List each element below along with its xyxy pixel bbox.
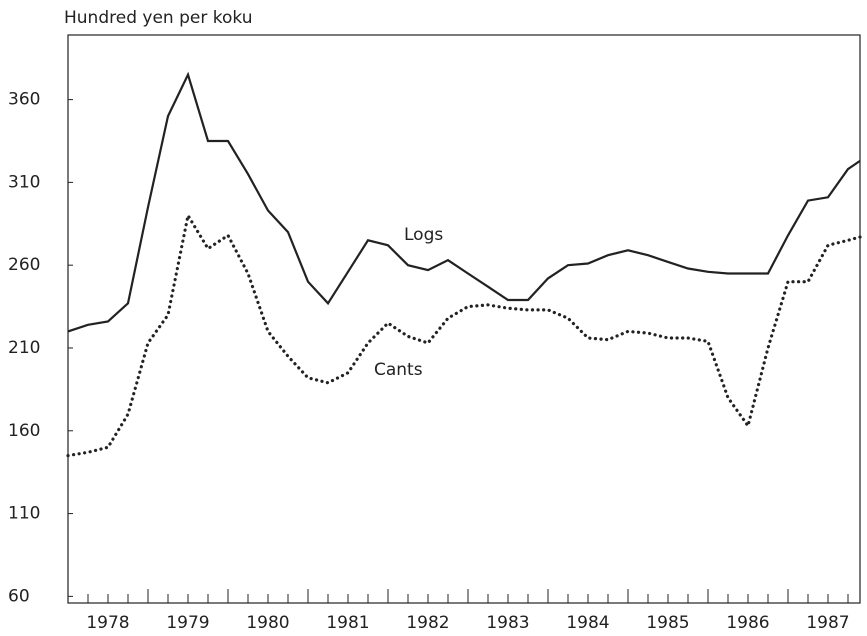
y-tick-label: 260 (8, 255, 40, 275)
x-tick-label: 1983 (486, 613, 529, 633)
x-tick-label: 1986 (726, 613, 769, 633)
x-tick-label: 1981 (326, 613, 369, 633)
y-tick-label: 310 (8, 172, 40, 192)
x-tick-label: 1987 (806, 613, 849, 633)
series-line (67, 71, 861, 333)
y-tick-label: 60 (8, 586, 30, 606)
x-tick-label: 1978 (86, 613, 129, 633)
series-annotation: Cants (374, 360, 423, 380)
series-annotation: Logs (404, 225, 443, 245)
y-tick-label: 210 (8, 338, 40, 358)
x-tick-label: 1982 (406, 613, 449, 633)
x-tick-label: 1985 (646, 613, 689, 633)
series-line (66, 211, 862, 458)
x-tick-label: 1984 (566, 613, 609, 633)
x-tick-label: 1979 (166, 613, 209, 633)
y-tick-label: 160 (8, 421, 40, 441)
plot-frame (67, 34, 861, 604)
y-axis-title: Hundred yen per koku (64, 8, 252, 28)
y-tick-label: 110 (8, 504, 40, 524)
x-tick-label: 1980 (246, 613, 289, 633)
y-tick-label: 360 (8, 90, 40, 110)
